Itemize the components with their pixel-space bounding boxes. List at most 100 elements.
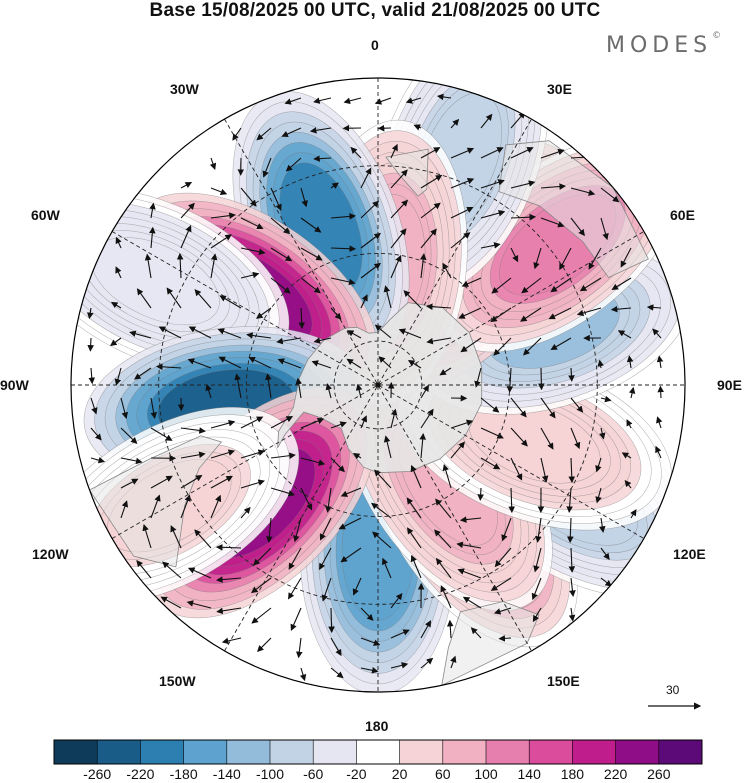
wind-vector	[403, 290, 422, 309]
colorbar-tick-label: 140	[517, 766, 541, 782]
wind-vector	[480, 147, 504, 159]
wind-vector	[521, 277, 542, 294]
wind-vector	[115, 236, 122, 249]
wind-vector	[110, 337, 122, 347]
wind-vector	[360, 637, 381, 646]
wind-vector	[420, 228, 437, 249]
wind-vector	[426, 337, 452, 345]
wind-vector	[656, 355, 664, 369]
meridian-line	[111, 231, 645, 539]
wind-vector	[188, 326, 212, 339]
wind-vector	[568, 457, 576, 484]
wind-vector	[142, 524, 152, 549]
wind-vector	[390, 662, 409, 669]
graticule	[71, 78, 685, 692]
colorbar-tick-label: -140	[212, 766, 241, 782]
wind-vector	[120, 397, 129, 419]
wind-vector	[630, 509, 637, 519]
wind-vector	[450, 147, 475, 159]
wind-vector	[330, 182, 340, 189]
wind-vector	[540, 217, 565, 228]
wind-vector	[281, 127, 302, 138]
wind-vector	[240, 416, 264, 429]
wind-vector	[114, 367, 122, 386]
wind-vector	[216, 576, 242, 583]
wind-vector	[270, 187, 282, 211]
wind-vector	[442, 463, 452, 489]
wind-vector	[300, 187, 308, 208]
lon-label-30e: 30E	[547, 81, 572, 97]
wind-vector	[309, 127, 332, 134]
brand-logo: MODES©	[606, 31, 721, 58]
wind-vector	[420, 174, 443, 189]
wind-vector	[420, 408, 434, 429]
wind-vector	[144, 253, 152, 279]
lon-label-90e: 90E	[717, 377, 742, 393]
wind-vector	[166, 287, 182, 309]
wind-vector	[568, 607, 576, 622]
wind-vector	[285, 157, 302, 172]
wind-vector	[350, 146, 362, 159]
wind-vector	[621, 452, 632, 459]
wind-vector	[156, 363, 182, 371]
wind-vector	[110, 301, 122, 309]
wind-vector	[493, 607, 512, 615]
wind-vector	[510, 180, 536, 189]
wind-vector	[360, 200, 380, 219]
wind-vector	[298, 307, 306, 329]
wind-vector	[436, 93, 452, 101]
wind-vector	[300, 277, 321, 294]
colorbar-tick-label: -20	[346, 766, 367, 782]
wind-vector	[330, 457, 345, 473]
wind-vector	[360, 667, 379, 674]
wind-vector	[149, 202, 156, 219]
wind-vector	[450, 206, 474, 219]
colorbar-tick-label: 20	[391, 766, 408, 782]
colorbar-tick-label: -180	[169, 766, 198, 782]
wind-vector	[330, 421, 347, 429]
latitude-circle	[158, 165, 598, 605]
wind-vector	[477, 487, 484, 501]
wind-vectors	[87, 93, 664, 682]
wind-vector	[240, 217, 264, 230]
lon-label-60e: 60E	[670, 207, 695, 223]
wind-vector	[535, 517, 542, 543]
wind-vector	[360, 262, 381, 279]
wind-vector	[390, 593, 403, 609]
wind-vector	[162, 561, 182, 579]
meridian-line	[111, 231, 645, 539]
lon-label-90w: 90W	[0, 377, 29, 393]
wind-vector	[330, 667, 344, 679]
wind-vector	[620, 247, 632, 268]
wind-vector	[277, 358, 302, 369]
wind-vector	[567, 517, 574, 544]
wind-vector	[325, 383, 332, 399]
wind-vector	[187, 567, 212, 579]
wind-vector	[440, 585, 452, 609]
wind-vector	[270, 247, 293, 262]
wind-vector	[90, 456, 106, 464]
wind-vector	[420, 202, 441, 219]
wind-vector	[187, 358, 212, 369]
wind-vector	[210, 475, 233, 489]
latitude-circle	[245, 252, 511, 518]
wind-vector	[209, 157, 217, 170]
wind-vector	[257, 637, 272, 652]
wind-vector	[600, 217, 609, 241]
wind-vector	[520, 307, 542, 322]
wind-vector	[180, 427, 206, 434]
wind-vector	[383, 285, 392, 309]
wind-vector	[240, 187, 257, 207]
wind-vector	[352, 453, 362, 460]
wind-vector	[210, 212, 236, 219]
wind-vector	[405, 97, 422, 104]
wind-vector	[346, 358, 362, 369]
wind-vector	[352, 577, 362, 596]
wind-vector	[270, 452, 296, 459]
wind-vector	[652, 328, 662, 339]
wind-vector	[600, 187, 620, 203]
wind-vector	[540, 183, 566, 190]
lon-label-60w: 60W	[31, 207, 60, 223]
lon-label-30w: 30W	[170, 81, 199, 97]
wind-vector	[205, 383, 212, 399]
